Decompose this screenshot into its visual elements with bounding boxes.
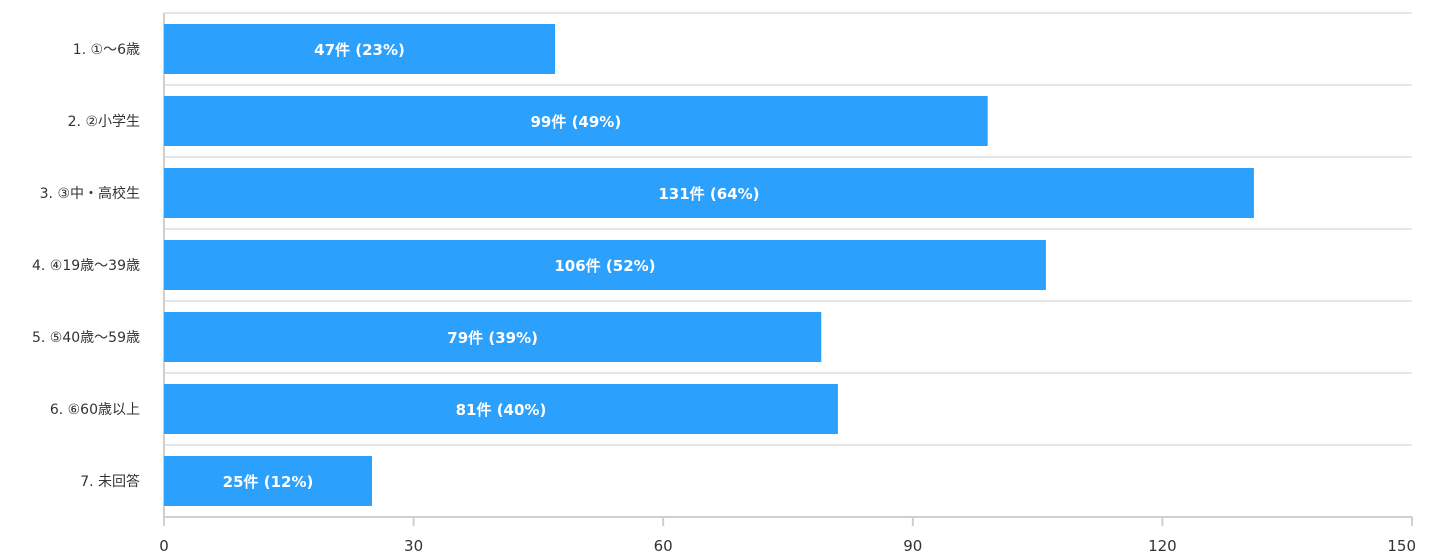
- bar: [164, 168, 1254, 218]
- bar-data-label: 106件 (52%): [554, 257, 655, 275]
- x-axis-ticks: 0 30 60 90 120 150: [159, 517, 1416, 555]
- bar-data-label: 81件 (40%): [456, 401, 547, 419]
- x-tick-label: 0: [159, 537, 169, 555]
- bar-data-label: 79件 (39%): [447, 329, 538, 347]
- category-label: 5. ⑤40歳～59歳: [32, 330, 140, 346]
- x-tick-label: 150: [1387, 537, 1416, 555]
- category-label: 3. ③中・高校生: [40, 185, 140, 202]
- bar: [164, 456, 372, 506]
- bar: [164, 24, 556, 74]
- bar-data-label: 131件 (64%): [658, 185, 759, 203]
- bar: [164, 96, 988, 146]
- x-tick-label: 60: [654, 537, 673, 555]
- x-tick-label: 30: [404, 537, 423, 555]
- category-labels: 1. ①～6歳 2. ②小学生 3. ③中・高校生 4. ④19歳～39歳 5. ⑤40…: [32, 42, 140, 490]
- category-label: 2. ②小学生: [68, 114, 140, 130]
- bar: [164, 384, 838, 434]
- bars: 47件 (23%) 99件 (49%) 131件 (64%) 106件 (52%) 79…: [164, 24, 1254, 506]
- bar: [164, 312, 822, 362]
- bar: [164, 240, 1046, 290]
- grid-lines: [163, 12, 1412, 518]
- category-label: 1. ①～6歳: [73, 42, 140, 58]
- x-tick-label: 120: [1148, 537, 1177, 555]
- bar-data-label: 25件 (12%): [223, 473, 314, 491]
- category-label: 6. ⑥60歳以上: [50, 402, 140, 418]
- category-label: 4. ④19歳～39歳: [32, 258, 140, 274]
- category-label: 7. 未回答: [80, 473, 140, 490]
- bar-data-label: 99件 (49%): [530, 113, 621, 131]
- bar-data-label: 47件 (23%): [314, 41, 405, 59]
- x-tick-label: 90: [903, 537, 922, 555]
